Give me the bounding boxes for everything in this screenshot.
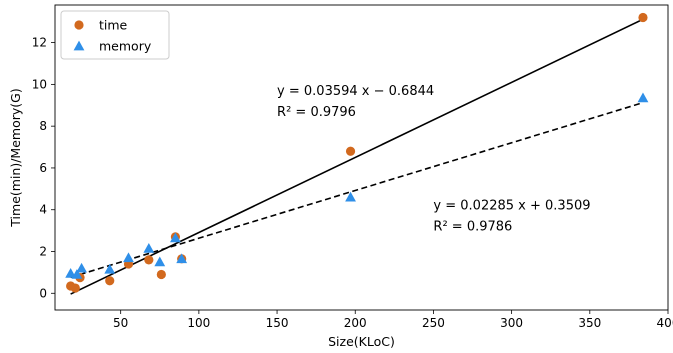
plot-frame <box>54 4 669 311</box>
x-tick-label: 250 <box>422 316 445 330</box>
fit-lines <box>70 18 644 295</box>
point-time <box>105 276 115 286</box>
point-time <box>144 255 154 265</box>
y-tick-label: 0 <box>39 286 47 300</box>
x-tick-label: 350 <box>578 316 601 330</box>
point-memory <box>123 252 134 263</box>
legend: time memory <box>60 10 170 60</box>
fit-annotations: y = 0.03594 x − 0.6844 R² = 0.9796 y = 0.0… <box>277 84 590 235</box>
y-tick-label: 12 <box>32 36 47 50</box>
point-time <box>638 12 648 23</box>
y-tick-label: 10 <box>32 77 47 91</box>
point-time <box>345 146 356 156</box>
x-tick-label: 400 <box>657 316 673 330</box>
point-memory <box>176 253 188 264</box>
point-memory <box>637 92 649 103</box>
point-memory <box>345 191 356 202</box>
y-tick-label: 6 <box>39 161 47 175</box>
y-tick-label: 4 <box>39 203 47 217</box>
point-time <box>156 269 166 280</box>
data-points <box>65 12 649 293</box>
x-tick-label: 50 <box>113 316 128 330</box>
legend-marker-memory <box>73 40 85 51</box>
x-tick-label: 300 <box>500 316 523 330</box>
point-time <box>70 283 80 293</box>
point-memory <box>154 256 166 267</box>
legend-label-memory: memory <box>99 39 152 54</box>
fit-r2-time: R² = 0.9796 <box>277 105 356 120</box>
point-memory <box>143 242 155 253</box>
fit-r2-memory: R² = 0.9786 <box>433 220 512 235</box>
point-memory <box>170 232 181 243</box>
y-tick-label: 8 <box>39 119 47 133</box>
legend-label-time: time <box>99 18 128 33</box>
fit-line-memory <box>70 101 644 279</box>
point-memory <box>104 263 116 274</box>
y-tick-label: 2 <box>39 245 47 259</box>
fit-line-time <box>70 18 644 295</box>
fit-equation-time: y = 0.03594 x − 0.6844 <box>277 84 434 99</box>
point-memory <box>76 262 87 273</box>
axes: 50 100 150 200 250 300 350 400 0 2 4 6 8 10 12 Size(KLo… <box>8 4 673 349</box>
legend-marker-time <box>74 20 84 30</box>
x-tick-label: 150 <box>266 316 289 330</box>
y-axis-label: Time(min)/Memory(G) <box>8 88 23 227</box>
point-memory <box>71 269 83 279</box>
x-tick-label: 100 <box>187 316 210 330</box>
point-memory <box>65 268 77 278</box>
x-axis-label: Size(KLoC) <box>328 334 395 349</box>
legend-box <box>60 10 170 60</box>
fit-equation-memory: y = 0.02285 x + 0.3509 <box>433 199 590 214</box>
x-tick-label: 200 <box>344 316 367 330</box>
